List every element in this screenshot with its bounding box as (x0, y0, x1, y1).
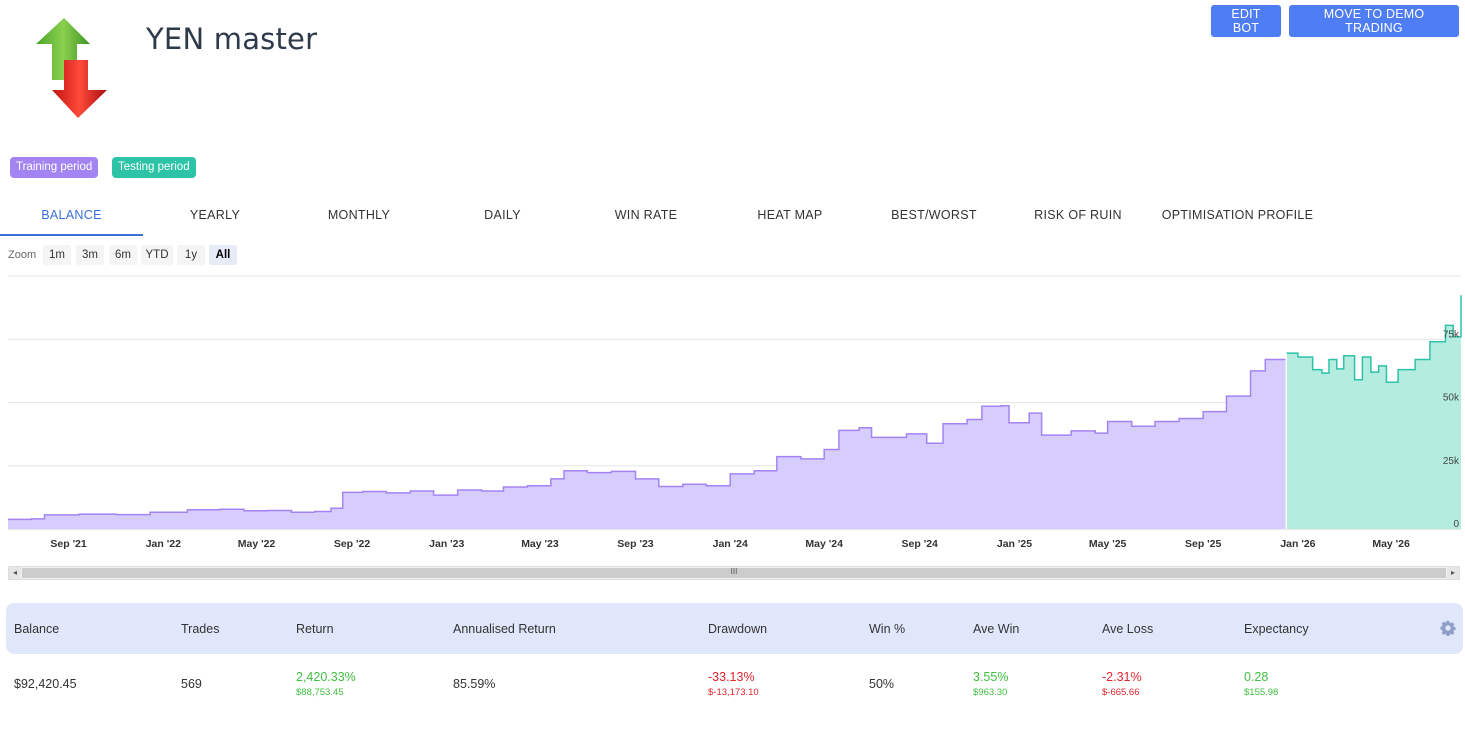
y-tick-label: 75k (1443, 329, 1460, 340)
x-tick-label: Sep '25 (1185, 538, 1222, 550)
zoom-ytd-button[interactable]: YTD (141, 245, 173, 265)
settings-gear-icon[interactable] (1440, 620, 1456, 636)
testing-period-legend: Testing period (112, 157, 196, 178)
value-trades: 569 (181, 677, 202, 691)
zoom-1m-button[interactable]: 1m (43, 245, 71, 265)
x-tick-label: Jan '22 (146, 538, 181, 550)
testing-area (1286, 295, 1461, 529)
x-tick-label: Sep '21 (50, 538, 87, 550)
x-tick-label: Sep '23 (617, 538, 654, 550)
training-line (8, 353, 1288, 521)
logo-arrows-icon (36, 18, 107, 118)
value-ave-win-amount: $963.30 (973, 687, 1008, 698)
y-tick-label: 0 (1453, 519, 1459, 530)
header-drawdown: Drawdown (708, 622, 768, 636)
tab-risk-of-ruin[interactable]: RISK OF RUIN (1034, 208, 1122, 222)
x-tick-label: Jan '25 (997, 538, 1032, 550)
tab-yearly[interactable]: YEARLY (189, 208, 241, 222)
value-balance: $92,420.45 (14, 677, 77, 691)
x-tick-label: May '23 (521, 538, 559, 550)
stats-header: Balance Trades Return Annualised Return … (6, 603, 1463, 654)
x-tick-label: Sep '24 (902, 538, 939, 550)
value-return-amount: $88,753.45 (296, 687, 344, 698)
zoom-label: Zoom (8, 249, 37, 261)
tab-daily[interactable]: DAILY (484, 208, 521, 222)
scroll-right-arrow-icon[interactable]: ▸ (1447, 567, 1459, 579)
zoom-3m-button[interactable]: 3m (76, 245, 104, 265)
x-tick-label: May '22 (238, 538, 276, 550)
training-area (8, 353, 1287, 529)
header-ave-loss: Ave Loss (1102, 622, 1154, 636)
header-expectancy: Expectancy (1244, 622, 1309, 636)
zoom-all-button[interactable]: All (209, 245, 237, 265)
value-expectancy: 0.28 (1244, 670, 1269, 684)
stats-values-row: $92,420.45 569 2,420.33% $88,753.45 85.5… (6, 660, 1463, 710)
header-return: Return (296, 622, 334, 636)
scroll-thumb[interactable]: III (22, 567, 1446, 578)
scroll-grip-icon: III (730, 567, 738, 576)
y-axis: 0 25k 50k 75k (1443, 329, 1460, 530)
header-trades: Trades (181, 622, 220, 636)
x-axis: Sep '21 Jan '22 May '22 Sep '22 Jan '23 May '… (50, 538, 1410, 550)
header-annualised-return: Annualised Return (453, 622, 556, 636)
value-ave-win: 3.55% (973, 670, 1009, 684)
value-drawdown-amount: $-13,173.10 (708, 687, 759, 698)
value-ave-loss-amount: $-665.66 (1102, 687, 1140, 698)
scroll-left-arrow-icon[interactable]: ◂ (9, 567, 21, 579)
value-ave-loss: -2.31% (1102, 670, 1142, 684)
x-tick-label: May '26 (1372, 538, 1410, 550)
x-tick-label: Sep '22 (334, 538, 371, 550)
tab-monthly[interactable]: MONTHLY (327, 208, 391, 222)
chart-scrollbar[interactable]: ◂ III ▸ (8, 566, 1460, 580)
x-tick-label: May '24 (805, 538, 843, 550)
tab-balance[interactable]: BALANCE (0, 198, 143, 236)
x-tick-label: May '25 (1089, 538, 1127, 550)
tab-optimisation-profile[interactable]: OPTIMISATION PROFILE (1161, 208, 1314, 222)
value-expectancy-amount: $155.98 (1244, 687, 1279, 698)
tab-win-rate[interactable]: WIN RATE (614, 208, 678, 222)
value-win-pct: 50% (869, 677, 895, 691)
edit-bot-button[interactable]: EDIT BOT (1211, 5, 1281, 37)
value-annualised-return: 85.59% (453, 677, 496, 691)
tab-best-worst[interactable]: BEST/WORST (891, 208, 977, 222)
header-ave-win: Ave Win (973, 622, 1020, 636)
x-tick-label: Jan '23 (429, 538, 464, 550)
move-to-demo-trading-button[interactable]: MOVE TO DEMO TRADING (1289, 5, 1459, 37)
x-tick-label: Jan '24 (713, 538, 748, 550)
header-win-pct: Win % (869, 622, 906, 636)
training-period-legend: Training period (10, 157, 99, 178)
page-title: YEN master (146, 22, 318, 56)
value-drawdown: -33.13% (708, 670, 755, 684)
x-tick-label: Jan '26 (1280, 538, 1315, 550)
chart-tabs: BALANCE YEARLY MONTHLY DAILY WIN RATE HE… (0, 198, 1465, 236)
testing-line (1286, 295, 1462, 384)
header-balance: Balance (14, 622, 60, 636)
balance-chart: 0 25k 50k 75k Sep '21 Jan '22 May '22 Sep '22 J… (8, 275, 1462, 550)
chart-series (8, 295, 1462, 529)
zoom-6m-button[interactable]: 6m (109, 245, 137, 265)
y-tick-label: 50k (1443, 393, 1460, 404)
value-return: 2,420.33% (296, 670, 356, 684)
y-tick-label: 25k (1443, 456, 1460, 467)
zoom-1y-button[interactable]: 1y (177, 245, 205, 265)
tab-heat-map[interactable]: HEAT MAP (757, 208, 823, 222)
